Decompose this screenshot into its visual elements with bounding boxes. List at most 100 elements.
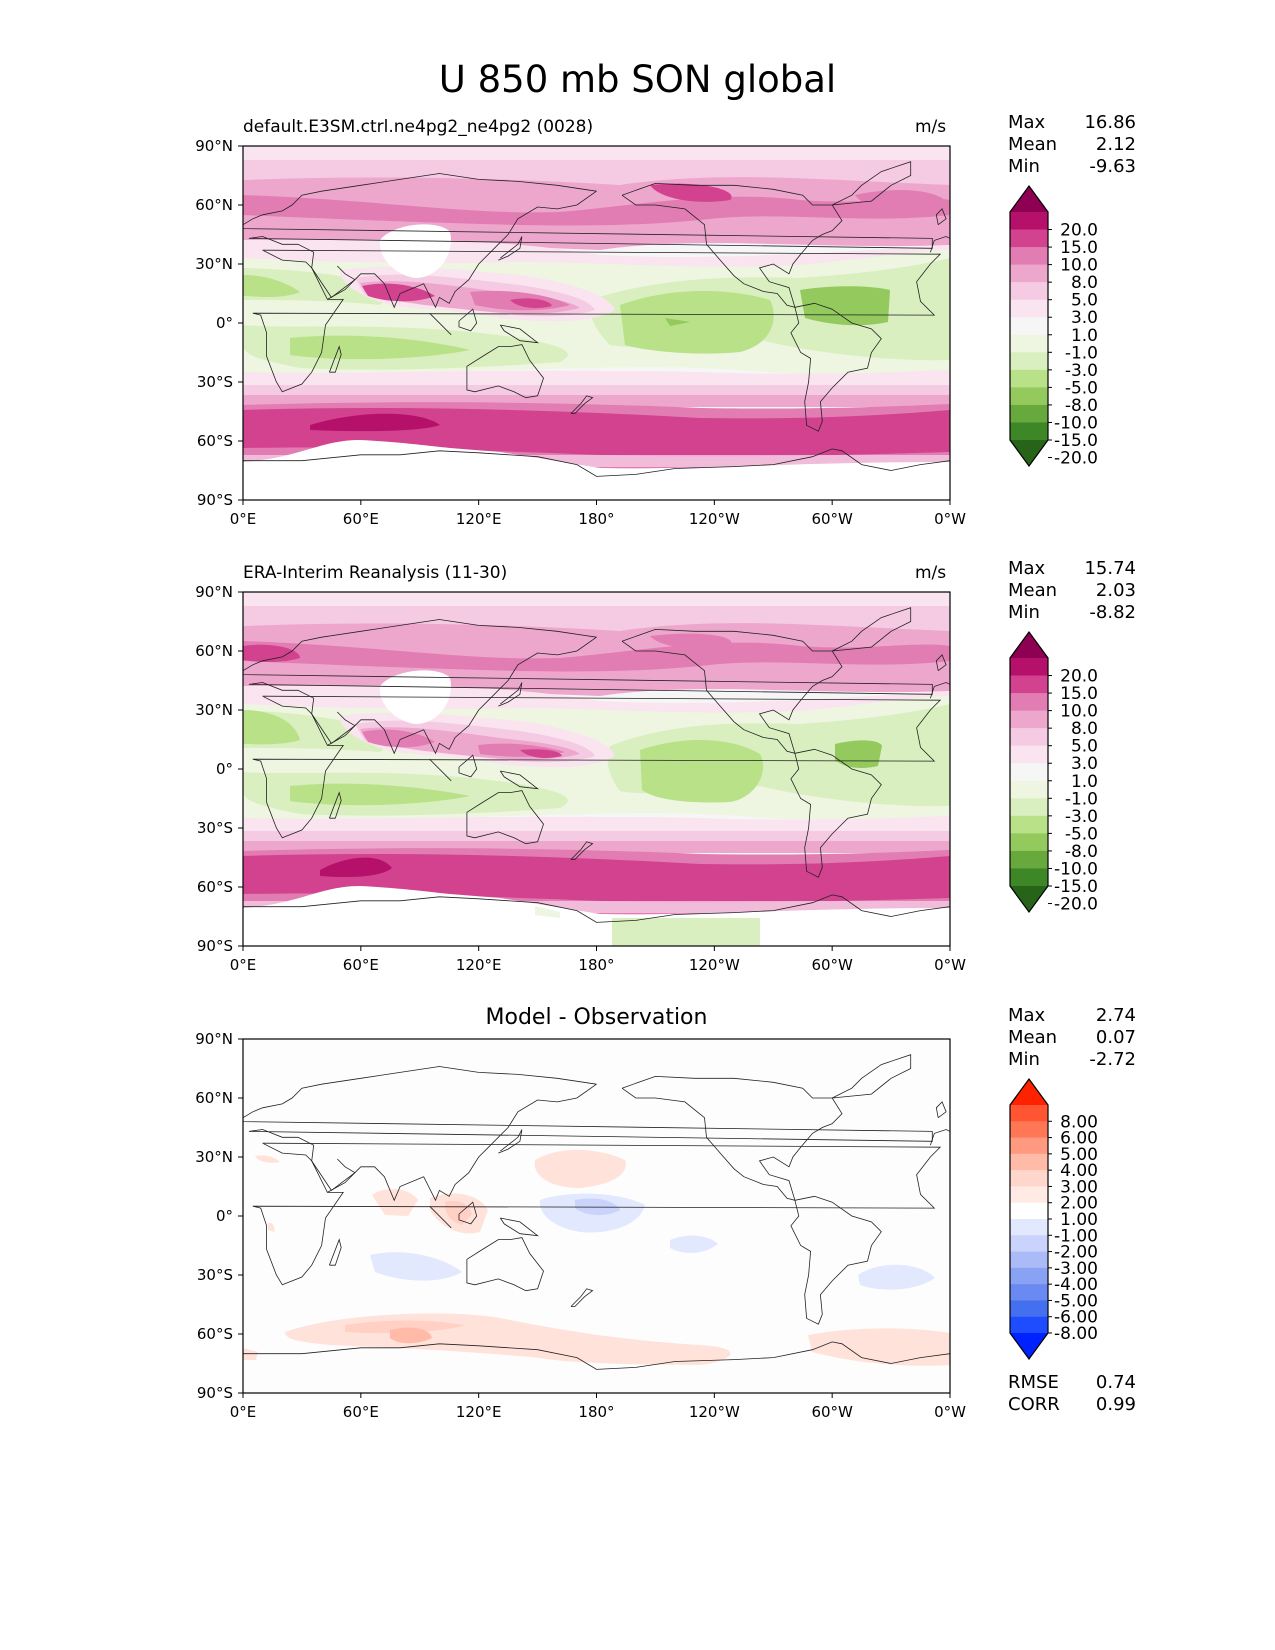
colorbar-swatch (1010, 1202, 1048, 1220)
coastline (499, 324, 539, 344)
stat-label: Max (1008, 1005, 1046, 1026)
x-tick-label: 0°E (230, 956, 257, 974)
coastline (930, 1129, 950, 1146)
colorbar-swatch (1010, 1300, 1048, 1318)
stat-min: -9.63 (1089, 156, 1136, 177)
panel3-stats: Max 2.74 Mean 0.07 Min -2.72 (1008, 1005, 1136, 1071)
coastline (499, 770, 539, 790)
colorbar-label: -20.0 (1054, 449, 1098, 469)
coastline (429, 758, 452, 782)
colorbar-swatch (1010, 658, 1048, 677)
coastline (243, 190, 933, 309)
colorbar-swatch (1010, 229, 1048, 248)
panel-coastlines (243, 607, 950, 923)
coastline (498, 682, 523, 707)
colorbar-label: -5.0 (1065, 378, 1098, 398)
colorbar-swatch (1010, 833, 1048, 852)
colorbar-label: -2.00 (1054, 1243, 1098, 1263)
y-tick-label: 0° (216, 314, 233, 332)
colorbar-label: -8.0 (1065, 396, 1098, 416)
panel2-stats: Max 15.74 Mean 2.03 Min -8.82 (1008, 558, 1136, 624)
y-tick-label: 60°S (197, 878, 233, 896)
coastline (458, 1201, 478, 1225)
y-tick-label: 60°N (195, 642, 233, 660)
y-tick-label: 90°N (195, 1030, 233, 1048)
panel2-units: m/s (915, 563, 947, 583)
colorbar-swatch (1010, 1316, 1048, 1334)
y-tick-label: 0° (216, 760, 233, 778)
y-tick-label: 0° (216, 1207, 233, 1225)
coastline (570, 1288, 594, 1307)
y-tick-label: 90°S (197, 937, 233, 955)
x-tick-label: 120°W (689, 510, 740, 528)
colorbar-label: 6.00 (1060, 1129, 1098, 1149)
colorbar-label: -4.00 (1054, 1275, 1098, 1295)
y-tick-label: 60°N (195, 196, 233, 214)
coastline (458, 754, 478, 778)
colorbar-label: -8.0 (1065, 842, 1098, 862)
colorbar-label: 8.00 (1060, 1112, 1098, 1132)
coastline (570, 841, 594, 860)
colorbar-label: 3.0 (1071, 754, 1098, 774)
colorbars: 20.015.010.08.05.03.01.0-1.0-3.0-5.0-8.0… (1009, 184, 1098, 1361)
colorbar-extend-top (1010, 1079, 1048, 1105)
colorbar-label: -3.00 (1054, 1259, 1098, 1279)
panel3-map (243, 1039, 950, 1393)
colorbar-swatch (1010, 780, 1048, 799)
colorbar-label: -3.0 (1065, 361, 1098, 381)
colorbar-swatch (1010, 675, 1048, 694)
colorbar-swatch (1010, 422, 1048, 441)
colorbar-label: 8.0 (1071, 719, 1098, 739)
colorbar-label: 20.0 (1060, 221, 1098, 241)
coastline (466, 344, 544, 399)
coastline (832, 161, 912, 206)
colorbar-swatch (1010, 728, 1048, 747)
metric-label: RMSE (1008, 1372, 1059, 1393)
x-tick-label: 60°E (343, 510, 379, 528)
coastline (790, 302, 882, 432)
colorbar-extend-top (1010, 632, 1048, 658)
panel1-contours (243, 146, 950, 500)
stat-max: 15.74 (1084, 558, 1136, 579)
coastline (243, 173, 597, 226)
x-tick-label: 180° (578, 510, 614, 528)
colorbar-label: -15.0 (1054, 877, 1098, 897)
colorbar-swatch (1010, 352, 1048, 371)
colorbar-swatch (1010, 247, 1048, 266)
colorbar-label: 5.00 (1060, 1145, 1098, 1165)
x-tick-label: 0°E (230, 1403, 257, 1421)
colorbar-label: 5.0 (1071, 291, 1098, 311)
x-tick-label: 120°E (456, 510, 502, 528)
colorbar-label: -10.0 (1054, 859, 1098, 879)
stat-label: Mean (1008, 580, 1058, 601)
colorbar-swatch (1010, 1121, 1048, 1139)
colorbar-swatch (1010, 1153, 1048, 1171)
colorbar-swatch (1010, 1137, 1048, 1155)
stat-label: Min (1008, 1049, 1040, 1070)
coastline (832, 1054, 912, 1099)
coastline (458, 308, 478, 332)
coastline (621, 628, 843, 754)
x-tick-label: 0°E (230, 510, 257, 528)
stat-min: -8.82 (1089, 602, 1136, 623)
metric-corr: 0.99 (1095, 1394, 1136, 1415)
colorbar-swatch (1010, 299, 1048, 318)
y-tick-label: 60°S (197, 432, 233, 450)
coastline (252, 695, 942, 839)
stat-mean: 2.03 (1095, 580, 1136, 601)
colorbar-label: 3.00 (1060, 1177, 1098, 1197)
x-tick-label: 0°W (934, 510, 966, 528)
coastline (499, 1217, 539, 1237)
y-tick-label: 90°S (197, 1384, 233, 1402)
panel-coastlines (243, 161, 950, 477)
colorbar-label: 10.0 (1060, 702, 1098, 722)
coastline (329, 791, 342, 819)
metric-label: CORR (1008, 1394, 1060, 1415)
coastline (243, 1066, 597, 1119)
figure-title: U 850 mb SON global (438, 58, 837, 101)
colorbar-label: 3.0 (1071, 308, 1098, 328)
panel3-metrics: RMSE 0.74 CORR 0.99 (1008, 1372, 1136, 1416)
metric-rmse: 0.74 (1095, 1372, 1136, 1393)
